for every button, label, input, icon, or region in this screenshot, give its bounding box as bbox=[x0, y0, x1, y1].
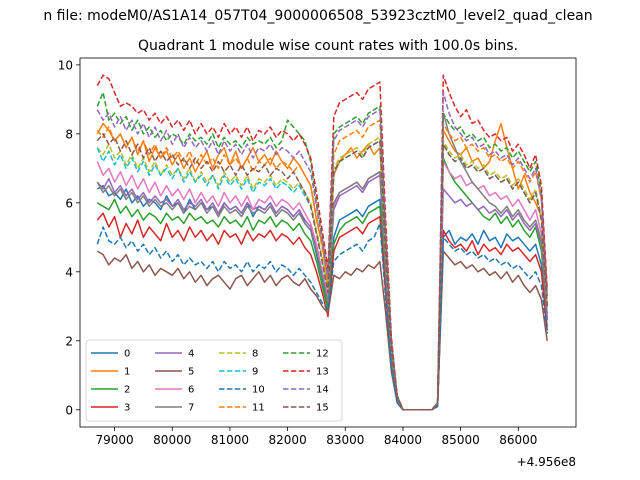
x-tick-label: 81000 bbox=[211, 433, 249, 447]
legend-label-6: 6 bbox=[188, 385, 194, 396]
x-tick-label: 80000 bbox=[153, 433, 191, 447]
axes-frame bbox=[79, 57, 577, 428]
legend-label-11: 11 bbox=[252, 403, 265, 414]
y-tick-label: 6 bbox=[65, 196, 73, 210]
series-line-5 bbox=[96, 250, 548, 411]
legend-label-4: 4 bbox=[188, 349, 194, 360]
y-tick-label: 2 bbox=[65, 334, 73, 348]
series-line-3 bbox=[96, 212, 548, 411]
legend-label-14: 14 bbox=[316, 385, 329, 396]
series-line-13 bbox=[96, 74, 548, 411]
series-line-14 bbox=[96, 91, 548, 411]
legend-box bbox=[85, 339, 343, 422]
plot-area bbox=[96, 74, 548, 411]
legend-label-10: 10 bbox=[252, 385, 265, 396]
series-line-11 bbox=[96, 119, 548, 411]
legend-label-12: 12 bbox=[316, 349, 329, 360]
series-line-10 bbox=[96, 222, 548, 411]
y-tick-label: 0 bbox=[65, 403, 73, 417]
x-tick-label: 85000 bbox=[442, 433, 480, 447]
series-line-7 bbox=[96, 112, 548, 411]
legend-label-1: 1 bbox=[124, 367, 130, 378]
figure-suptitle: n file: modeM0/AS1A14_057T04_9000006508_… bbox=[43, 8, 592, 24]
x-axis-offset-label: +4.956e8 bbox=[517, 455, 576, 469]
legend-label-7: 7 bbox=[188, 403, 194, 414]
legend-label-5: 5 bbox=[188, 367, 194, 378]
legend-label-8: 8 bbox=[252, 349, 258, 360]
legend-label-3: 3 bbox=[124, 403, 130, 414]
x-tick-label: 82000 bbox=[269, 433, 307, 447]
y-tick-label: 4 bbox=[65, 265, 73, 279]
x-tick-label: 79000 bbox=[96, 433, 134, 447]
series-line-15 bbox=[96, 133, 548, 411]
y-axis: 0 2 4 6 8 10 bbox=[58, 58, 80, 417]
legend-label-2: 2 bbox=[124, 385, 130, 396]
x-axis: 79000 80000 81000 82000 83000 84000 85000 86000 bbox=[96, 427, 537, 447]
x-tick-label: 84000 bbox=[384, 433, 422, 447]
x-tick-label: 83000 bbox=[326, 433, 364, 447]
y-tick-label: 10 bbox=[58, 58, 73, 72]
legend-label-15: 15 bbox=[316, 403, 329, 414]
chart-title: Quadrant 1 module wise count rates with … bbox=[138, 38, 518, 54]
legend-label-13: 13 bbox=[316, 367, 329, 378]
y-tick-label: 8 bbox=[65, 127, 73, 141]
legend-label-9: 9 bbox=[252, 367, 258, 378]
legend-label-0: 0 bbox=[124, 349, 130, 360]
x-tick-label: 86000 bbox=[499, 433, 537, 447]
series-line-8 bbox=[96, 136, 548, 411]
